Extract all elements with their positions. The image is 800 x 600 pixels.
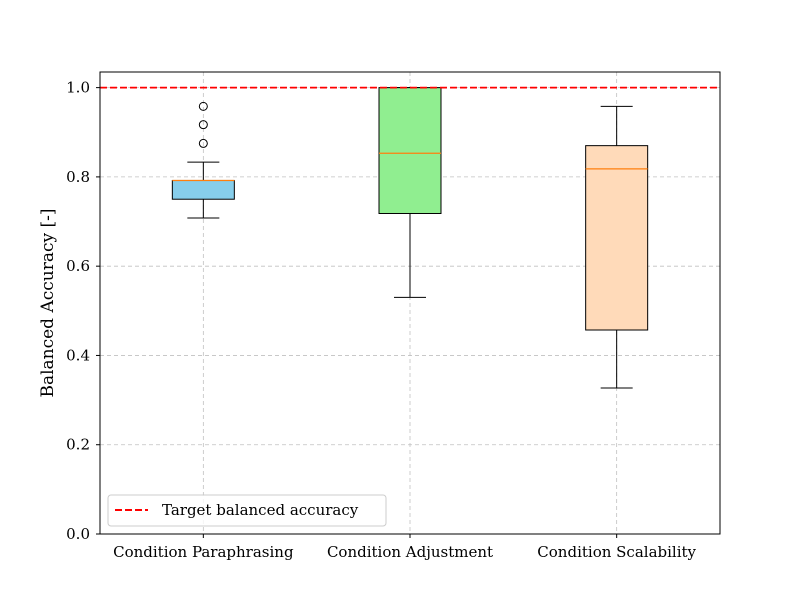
box-body xyxy=(171,179,235,200)
legend-label: Target balanced accuracy xyxy=(162,501,359,519)
outlier-point xyxy=(198,101,208,111)
legend: Target balanced accuracy xyxy=(107,494,387,527)
box-body xyxy=(585,145,649,331)
box-body xyxy=(378,87,442,215)
y-tick-label: 1.0 xyxy=(66,79,90,97)
x-tick-label: Condition Adjustment xyxy=(327,543,493,561)
box-group xyxy=(171,87,649,389)
y-axis: 0.0 0.2 0.4 0.6 0.8 1.0 xyxy=(66,79,100,543)
y-tick-label: 0.6 xyxy=(66,257,90,275)
box-3 xyxy=(585,105,649,389)
y-tick-label: 0.8 xyxy=(66,168,90,186)
y-axis-label: Balanced Accuracy [-] xyxy=(38,208,58,397)
box-1 xyxy=(171,101,235,219)
x-tick-label: Condition Scalability xyxy=(537,543,696,561)
y-tick-label: 0.4 xyxy=(66,346,90,364)
outlier-point xyxy=(198,120,208,130)
x-tick-label: Condition Paraphrasing xyxy=(113,543,294,561)
x-axis: Condition Paraphrasing Condition Adjustme… xyxy=(113,534,697,561)
legend-frame xyxy=(107,494,387,527)
y-tick-label: 0.0 xyxy=(66,525,90,543)
y-tick-label: 0.2 xyxy=(66,436,90,454)
box-2 xyxy=(378,87,442,298)
outlier-point xyxy=(198,138,208,148)
